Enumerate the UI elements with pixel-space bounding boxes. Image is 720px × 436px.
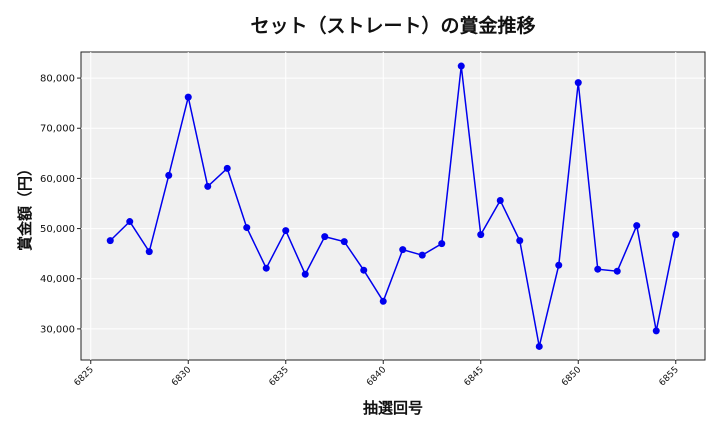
data-point bbox=[106, 237, 114, 245]
plot-area bbox=[80, 51, 706, 361]
y-tick-label: 50,000 bbox=[40, 224, 75, 235]
y-tick-label: 70,000 bbox=[40, 124, 75, 135]
y-axis-label: 賞金額（円） bbox=[16, 161, 34, 251]
data-point bbox=[223, 164, 231, 172]
y-tick-label: 80,000 bbox=[40, 74, 75, 85]
data-point bbox=[555, 261, 563, 269]
data-point bbox=[360, 266, 368, 274]
x-tick-label: 6830 bbox=[170, 365, 193, 388]
data-point bbox=[282, 227, 290, 235]
y-tick-label: 30,000 bbox=[40, 324, 75, 335]
x-tick-label: 6840 bbox=[365, 365, 388, 388]
x-axis-label: 抽選回号 bbox=[363, 399, 423, 417]
x-tick-label: 6835 bbox=[268, 365, 291, 388]
data-point bbox=[496, 196, 504, 204]
data-point bbox=[340, 238, 348, 246]
data-point bbox=[594, 265, 602, 273]
x-tick-label: 6825 bbox=[73, 365, 96, 388]
data-point bbox=[165, 171, 173, 179]
data-point bbox=[126, 218, 134, 226]
data-point bbox=[535, 342, 543, 350]
data-point bbox=[243, 224, 251, 232]
data-point bbox=[457, 62, 465, 70]
data-point bbox=[204, 182, 212, 190]
data-point bbox=[262, 264, 270, 272]
data-point bbox=[672, 231, 680, 239]
data-point bbox=[418, 251, 426, 259]
data-point bbox=[184, 93, 192, 101]
data-point bbox=[145, 248, 153, 256]
data-point bbox=[399, 246, 407, 254]
data-point bbox=[379, 297, 387, 305]
data-point bbox=[574, 79, 582, 87]
data-point bbox=[477, 231, 485, 239]
data-point bbox=[613, 267, 621, 275]
data-point bbox=[301, 270, 309, 278]
data-point bbox=[438, 240, 446, 248]
data-point bbox=[321, 233, 329, 241]
x-tick-label: 6845 bbox=[463, 365, 486, 388]
chart-title: セット（ストレート）の賞金推移 bbox=[250, 14, 535, 37]
series-line bbox=[109, 65, 677, 347]
x-tick-label: 6855 bbox=[658, 365, 681, 388]
y-tick-label: 60,000 bbox=[40, 174, 75, 185]
x-tick-label: 6850 bbox=[560, 365, 583, 388]
data-point bbox=[516, 237, 524, 245]
data-point bbox=[633, 222, 641, 230]
y-tick-label: 40,000 bbox=[40, 274, 75, 285]
data-point bbox=[652, 327, 660, 335]
